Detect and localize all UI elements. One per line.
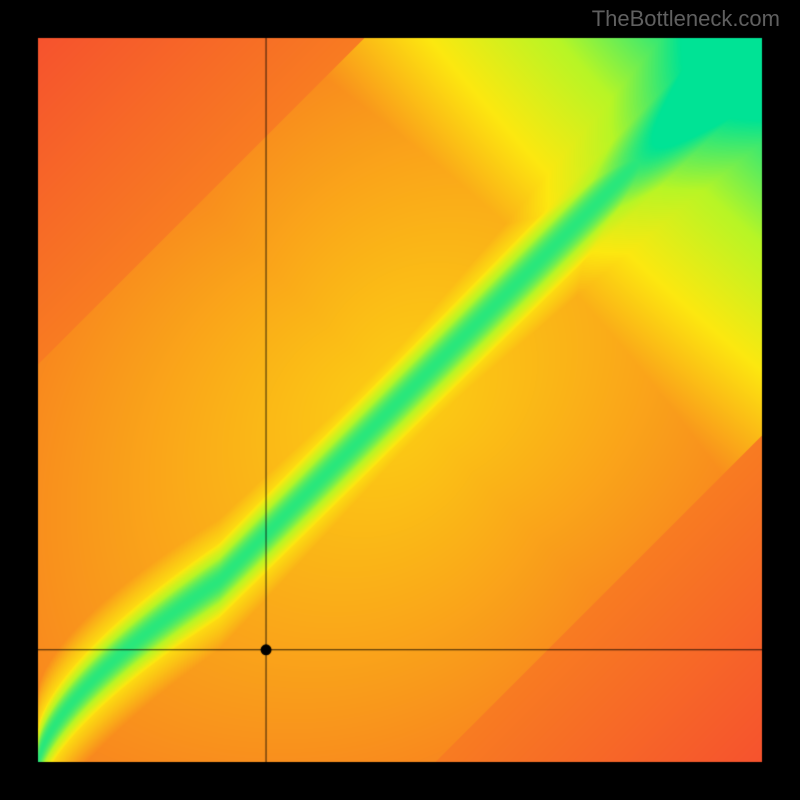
- chart-container: TheBottleneck.com: [0, 0, 800, 800]
- watermark-text: TheBottleneck.com: [592, 6, 780, 32]
- bottleneck-heatmap: [0, 0, 800, 800]
